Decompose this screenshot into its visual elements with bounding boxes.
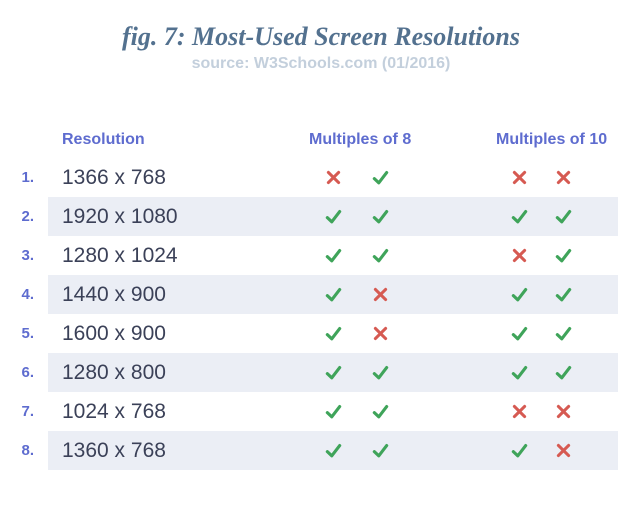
row-tail (585, 197, 618, 236)
cross-icon (496, 158, 542, 197)
row-rank: 2. (21, 208, 34, 225)
check-icon (542, 353, 585, 392)
column-header-resolution: Resolution (62, 131, 145, 148)
row-rank: 4. (21, 286, 34, 303)
check-icon (309, 353, 357, 392)
check-icon (357, 353, 404, 392)
column-gap (404, 197, 496, 236)
cross-icon (357, 314, 404, 353)
check-icon (542, 197, 585, 236)
column-gap (404, 392, 496, 431)
cross-icon (496, 392, 542, 431)
rank-column-header-spacer (0, 122, 48, 158)
row-tail (585, 236, 618, 275)
table-row-body: 1360 x 768 (48, 431, 618, 470)
table-row: 5. 1600 x 900 (0, 314, 642, 353)
check-icon (542, 236, 585, 275)
row-tail (585, 431, 618, 470)
table-header-row: Resolution Multiples of 8 Multiples of 1… (0, 122, 642, 158)
figure-page: fig. 7: Most-Used Screen Resolutions sou… (0, 20, 642, 520)
row-tail (585, 392, 618, 431)
table-row: 3. 1280 x 1024 (0, 236, 642, 275)
check-icon (496, 275, 542, 314)
table-row-body: 1440 x 900 (48, 275, 618, 314)
table-row: 6. 1280 x 800 (0, 353, 642, 392)
table-row-body: 1920 x 1080 (48, 197, 618, 236)
table-row-body: 1280 x 800 (48, 353, 618, 392)
row-rank: 5. (21, 325, 34, 342)
column-gap (404, 275, 496, 314)
column-gap (404, 353, 496, 392)
check-icon (357, 158, 404, 197)
row-resolution: 1024 x 768 (62, 399, 166, 423)
cross-icon (542, 392, 585, 431)
check-icon (357, 236, 404, 275)
row-rank: 3. (21, 247, 34, 264)
check-icon (309, 392, 357, 431)
row-resolution: 1360 x 768 (62, 438, 166, 462)
cross-icon (542, 431, 585, 470)
check-icon (496, 197, 542, 236)
figure-source: source: W3Schools.com (01/2016) (191, 55, 451, 72)
check-icon (496, 431, 542, 470)
check-icon (542, 275, 585, 314)
table-row: 2. 1920 x 1080 (0, 197, 642, 236)
check-icon (309, 236, 357, 275)
table-row-body: 1600 x 900 (48, 314, 618, 353)
cross-icon (357, 275, 404, 314)
row-tail (585, 314, 618, 353)
row-rank: 6. (21, 364, 34, 381)
check-icon (496, 314, 542, 353)
cross-icon (496, 236, 542, 275)
row-resolution: 1600 x 900 (62, 321, 166, 345)
row-resolution: 1366 x 768 (62, 165, 166, 189)
table-row: 7. 1024 x 768 (0, 392, 642, 431)
row-resolution: 1280 x 1024 (62, 243, 178, 267)
check-icon (309, 275, 357, 314)
check-icon (357, 392, 404, 431)
column-gap (404, 236, 496, 275)
cross-icon (542, 158, 585, 197)
row-rank: 1. (21, 169, 34, 186)
table-row-body: 1280 x 1024 (48, 236, 618, 275)
row-resolution: 1440 x 900 (62, 282, 166, 306)
table-row-body: 1366 x 768 (48, 158, 618, 197)
table-header-body: Resolution Multiples of 8 Multiples of 1… (48, 122, 618, 158)
check-icon (357, 431, 404, 470)
table-row: 8. 1360 x 768 (0, 431, 642, 470)
row-resolution: 1280 x 800 (62, 360, 166, 384)
check-icon (309, 314, 357, 353)
resolutions-table: Resolution Multiples of 8 Multiples of 1… (0, 122, 642, 470)
cross-icon (309, 158, 357, 197)
check-icon (309, 431, 357, 470)
row-rank: 7. (21, 403, 34, 420)
check-icon (357, 197, 404, 236)
row-tail (585, 353, 618, 392)
table-rows: 1. 1366 x 768 2. 1920 x 1080 3. 1280 x 1… (0, 158, 642, 470)
table-row-body: 1024 x 768 (48, 392, 618, 431)
row-rank: 8. (21, 442, 34, 459)
row-resolution: 1920 x 1080 (62, 204, 178, 228)
figure-title: fig. 7: Most-Used Screen Resolutions (122, 22, 520, 51)
column-gap (404, 431, 496, 470)
check-icon (309, 197, 357, 236)
column-header-multiples-of-10: Multiples of 10 (496, 131, 608, 148)
column-gap (404, 158, 496, 197)
column-header-multiples-of-8: Multiples of 8 (309, 131, 412, 148)
check-icon (542, 314, 585, 353)
table-row: 4. 1440 x 900 (0, 275, 642, 314)
row-tail (585, 275, 618, 314)
table-row: 1. 1366 x 768 (0, 158, 642, 197)
column-gap (404, 314, 496, 353)
row-tail (585, 158, 618, 197)
check-icon (496, 353, 542, 392)
